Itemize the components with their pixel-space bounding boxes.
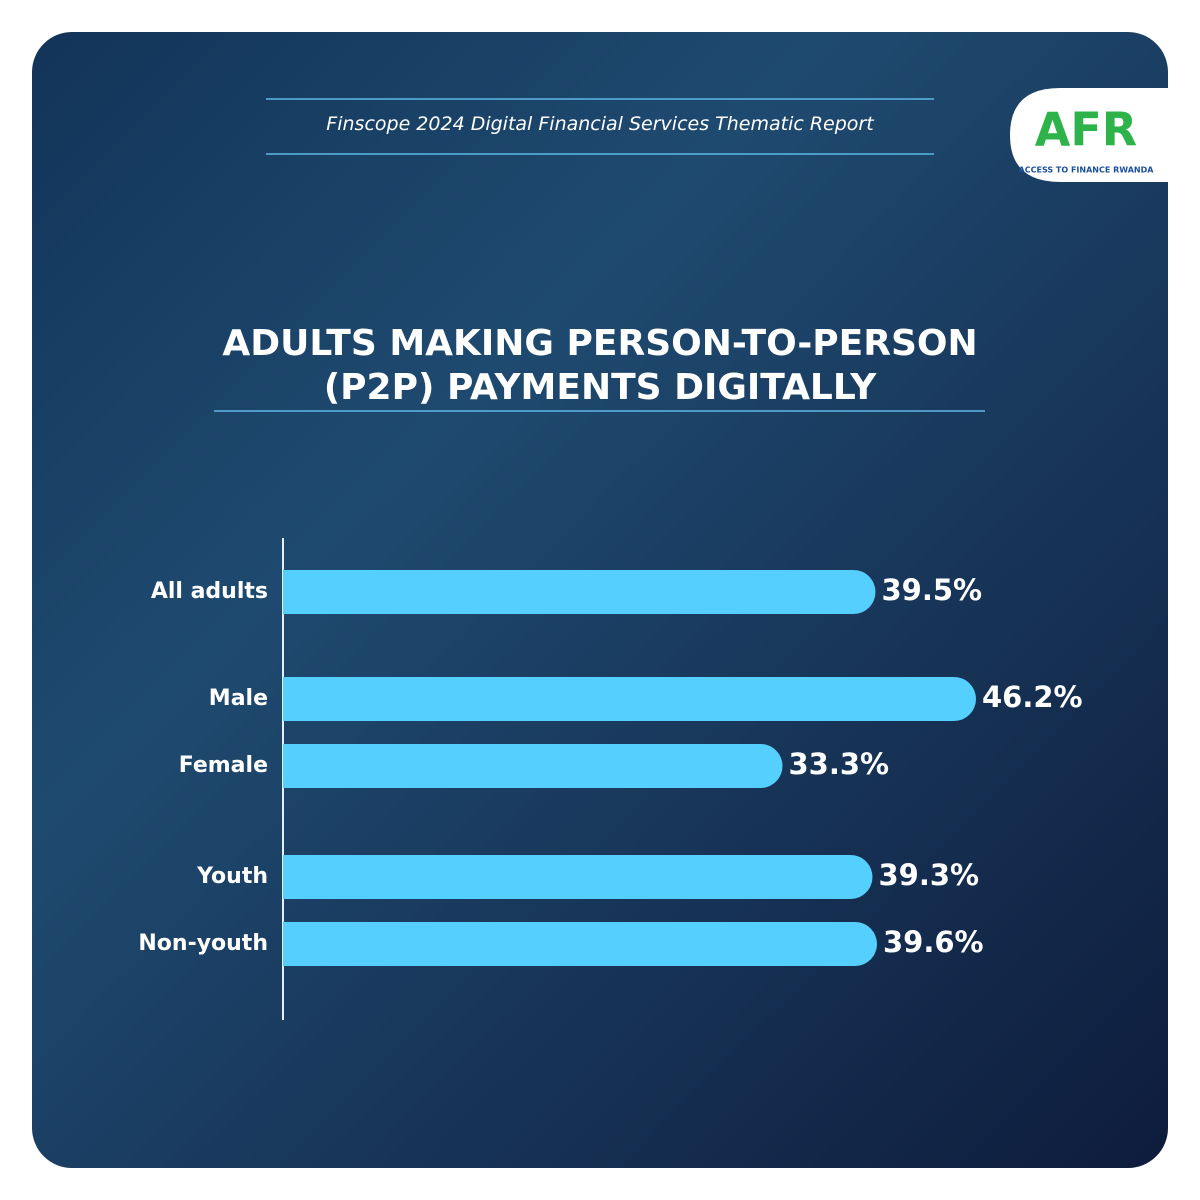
logo-badge — [1010, 88, 1168, 182]
category-label: All adults — [151, 579, 268, 604]
bar — [283, 922, 877, 966]
value-label: 46.2% — [982, 680, 1083, 714]
logo-mark: AFR — [1035, 103, 1137, 157]
logo-name: ACCESS TO FINANCE RWANDA — [1019, 166, 1155, 175]
bar — [283, 744, 783, 788]
value-label: 39.3% — [879, 858, 980, 892]
category-label: Youth — [196, 864, 268, 889]
report-title: Finscope 2024 Digital Financial Services… — [326, 113, 874, 135]
bar — [283, 855, 873, 899]
value-label: 39.6% — [883, 925, 984, 959]
chart-title: ADULTS MAKING PERSON-TO-PERSON (P2P) PAY… — [222, 323, 978, 408]
category-label: Female — [179, 753, 268, 778]
bar — [283, 570, 876, 614]
category-label: Non-youth — [138, 931, 268, 956]
value-label: 33.3% — [789, 747, 890, 781]
category-label: Male — [209, 686, 268, 711]
value-label: 39.5% — [882, 573, 983, 607]
bar — [283, 677, 976, 721]
